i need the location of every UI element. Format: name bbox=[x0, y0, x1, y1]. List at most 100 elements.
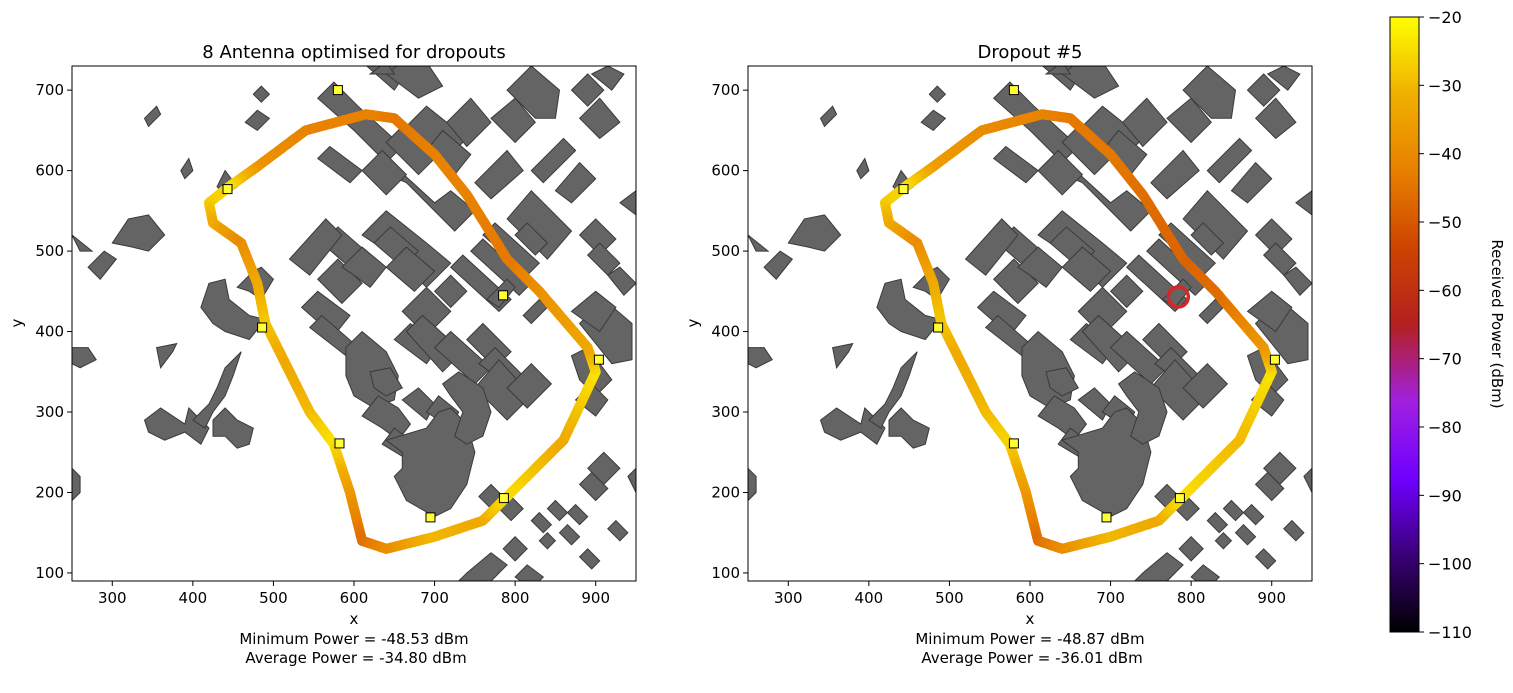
building bbox=[570, 290, 617, 333]
building bbox=[514, 222, 549, 256]
antenna-marker bbox=[332, 85, 343, 96]
building bbox=[1206, 137, 1253, 184]
building bbox=[1246, 290, 1293, 333]
antenna-marker bbox=[222, 184, 233, 195]
building bbox=[1230, 161, 1273, 204]
building bbox=[1242, 503, 1265, 526]
left-route-layer bbox=[204, 109, 601, 554]
building bbox=[1182, 362, 1229, 409]
colorbar-tick-label: −30 bbox=[1428, 76, 1462, 95]
building bbox=[506, 66, 561, 119]
x-tick-label: 700 bbox=[420, 589, 449, 607]
building bbox=[530, 137, 577, 184]
building bbox=[868, 351, 918, 429]
building bbox=[748, 467, 757, 502]
building bbox=[1037, 395, 1088, 441]
building bbox=[832, 342, 854, 369]
building bbox=[385, 246, 436, 292]
building bbox=[361, 149, 408, 196]
building bbox=[1166, 97, 1212, 144]
building bbox=[474, 149, 524, 200]
building bbox=[1044, 66, 1072, 75]
left-avg-power-text: Average Power = -34.80 dBm bbox=[245, 649, 466, 667]
antenna-marker bbox=[1174, 493, 1185, 504]
building bbox=[888, 407, 930, 449]
building bbox=[446, 97, 492, 148]
building bbox=[920, 109, 947, 132]
building bbox=[1190, 222, 1225, 256]
y-tick-label: 400 bbox=[35, 323, 64, 341]
antenna-marker bbox=[1008, 438, 1019, 449]
building bbox=[1061, 66, 1120, 99]
building bbox=[1214, 531, 1233, 550]
building bbox=[992, 145, 1039, 184]
building bbox=[1254, 548, 1277, 570]
building bbox=[385, 407, 476, 518]
building bbox=[607, 519, 629, 542]
building bbox=[316, 258, 363, 305]
colorbar-tick-label: −90 bbox=[1428, 486, 1462, 505]
building bbox=[1122, 97, 1168, 148]
building bbox=[1283, 519, 1305, 542]
building bbox=[1061, 246, 1112, 292]
y-tick-label: 300 bbox=[35, 403, 64, 421]
building bbox=[530, 511, 553, 534]
left-map-panel: 8 Antenna optimised for dropouts 300 400 5… bbox=[8, 42, 637, 667]
building bbox=[316, 145, 363, 184]
y-tick-label: 300 bbox=[711, 403, 740, 421]
building bbox=[180, 157, 194, 180]
colorbar-tick-label: −110 bbox=[1428, 623, 1472, 642]
building bbox=[748, 347, 773, 369]
building bbox=[1246, 73, 1281, 107]
colorbar-ticks: −20 −30 −40 −50 −60 −70 −80 −90 −100 −110 bbox=[1419, 8, 1472, 642]
building bbox=[586, 242, 621, 276]
antenna-marker bbox=[593, 354, 604, 365]
building bbox=[619, 190, 636, 216]
building bbox=[607, 266, 636, 297]
building bbox=[1222, 499, 1245, 522]
x-tick-label: 300 bbox=[98, 589, 127, 607]
antenna-marker bbox=[257, 322, 268, 333]
x-tick-label: 900 bbox=[1257, 589, 1286, 607]
building bbox=[457, 552, 508, 581]
right-route-layer bbox=[880, 109, 1277, 554]
y-tick-label: 500 bbox=[711, 242, 740, 260]
building bbox=[763, 250, 794, 280]
right-antenna-layer bbox=[898, 85, 1280, 523]
building bbox=[1303, 467, 1312, 493]
building bbox=[570, 73, 605, 107]
antenna-marker bbox=[1269, 354, 1280, 365]
building bbox=[212, 407, 254, 449]
dropout-marker bbox=[1166, 285, 1191, 309]
building bbox=[1262, 242, 1297, 276]
building bbox=[1117, 371, 1168, 445]
right-y-axis-label: y bbox=[684, 318, 702, 327]
left-antenna-layer bbox=[222, 85, 604, 523]
y-tick-label: 700 bbox=[35, 81, 64, 99]
building bbox=[538, 531, 557, 550]
building bbox=[558, 523, 581, 546]
left-x-ticks: 300 400 500 600 700 800 900 bbox=[98, 581, 610, 607]
left-min-power-text: Minimum Power = -48.53 dBm bbox=[239, 630, 468, 648]
building bbox=[1182, 66, 1237, 119]
x-tick-label: 800 bbox=[1177, 589, 1206, 607]
building bbox=[627, 467, 636, 493]
building bbox=[1061, 407, 1152, 518]
building bbox=[514, 564, 545, 581]
right-dropout-layer bbox=[1166, 285, 1191, 309]
building bbox=[928, 85, 947, 103]
building bbox=[368, 66, 396, 75]
x-tick-label: 700 bbox=[1096, 589, 1125, 607]
building bbox=[506, 362, 553, 409]
building bbox=[401, 387, 436, 421]
building bbox=[1266, 66, 1301, 91]
building bbox=[1206, 511, 1229, 534]
left-x-axis-label: x bbox=[350, 610, 359, 628]
y-tick-label: 500 bbox=[35, 242, 64, 260]
x-tick-label: 800 bbox=[501, 589, 530, 607]
antenna-marker bbox=[1101, 512, 1112, 523]
building bbox=[1150, 149, 1200, 200]
building bbox=[200, 278, 267, 341]
building bbox=[992, 258, 1039, 305]
building bbox=[819, 407, 886, 445]
